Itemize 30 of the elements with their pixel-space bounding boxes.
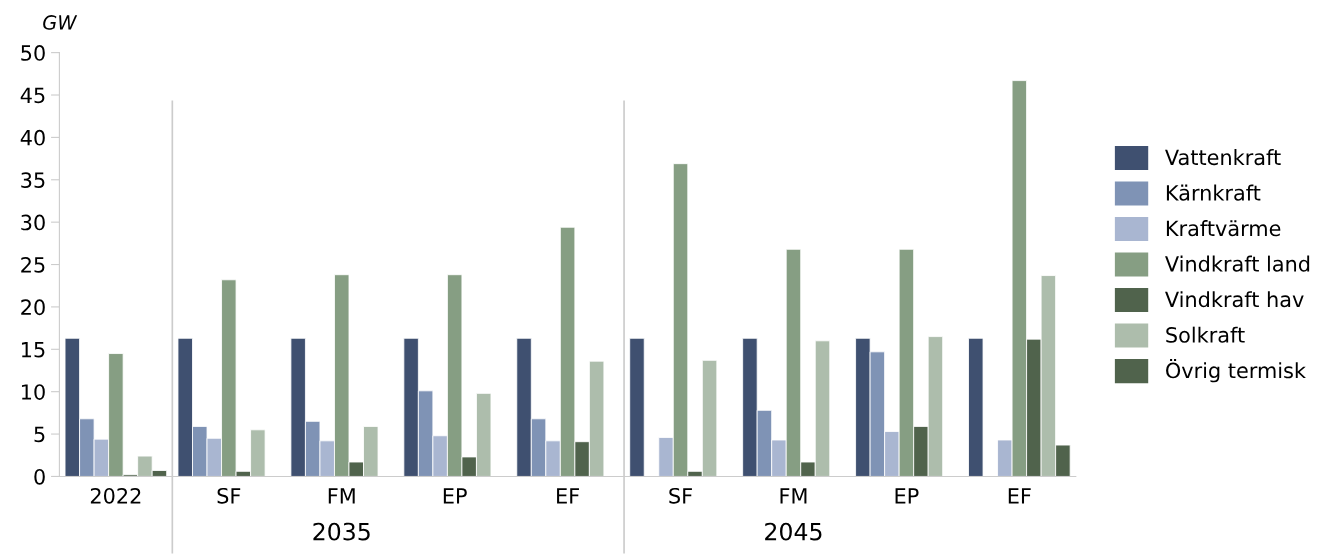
x-tick-label: EP: [895, 488, 919, 504]
y-tick-label: 20: [21, 299, 45, 316]
text: 2035: [313, 522, 370, 541]
legend-label: Kärnkraft: [1166, 184, 1261, 201]
x-tick-label: FM: [328, 488, 355, 504]
legend-label: Kraftvärme: [1166, 220, 1281, 237]
legend-label: Vattenkraft: [1165, 149, 1281, 166]
text: 2045: [765, 522, 822, 541]
x-tick-label: SF: [217, 487, 241, 504]
legend-label: Vindkraft hav: [1165, 291, 1304, 308]
y-axis-title: GW: [43, 15, 78, 30]
legend-label: Vindkraft land: [1165, 255, 1310, 272]
x-tick-label: EF: [1008, 488, 1031, 504]
x-tick-label: 2022: [90, 487, 141, 504]
y-tick-label: 25: [21, 256, 45, 273]
y-tick-label: 0: [34, 468, 45, 485]
legend-label: Solkraft: [1166, 326, 1245, 343]
y-tick-label: 5: [34, 426, 45, 443]
y-tick-label: 50: [21, 45, 45, 61]
x-tick-label: EF: [557, 488, 579, 504]
x-tick-label: EP: [443, 488, 467, 504]
y-tick-label: 40: [20, 129, 45, 146]
y-tick-label: 45: [20, 87, 45, 104]
y-tick-label: 35: [21, 172, 45, 188]
x-tick-label: SF: [669, 487, 692, 504]
x-tick-label: FM: [780, 488, 807, 504]
y-tick-label: 30: [21, 214, 45, 231]
legend-label: Övrig termisk: [1166, 359, 1306, 383]
y-tick-label: 15: [21, 342, 45, 358]
y-tick-label: 10: [21, 384, 45, 400]
